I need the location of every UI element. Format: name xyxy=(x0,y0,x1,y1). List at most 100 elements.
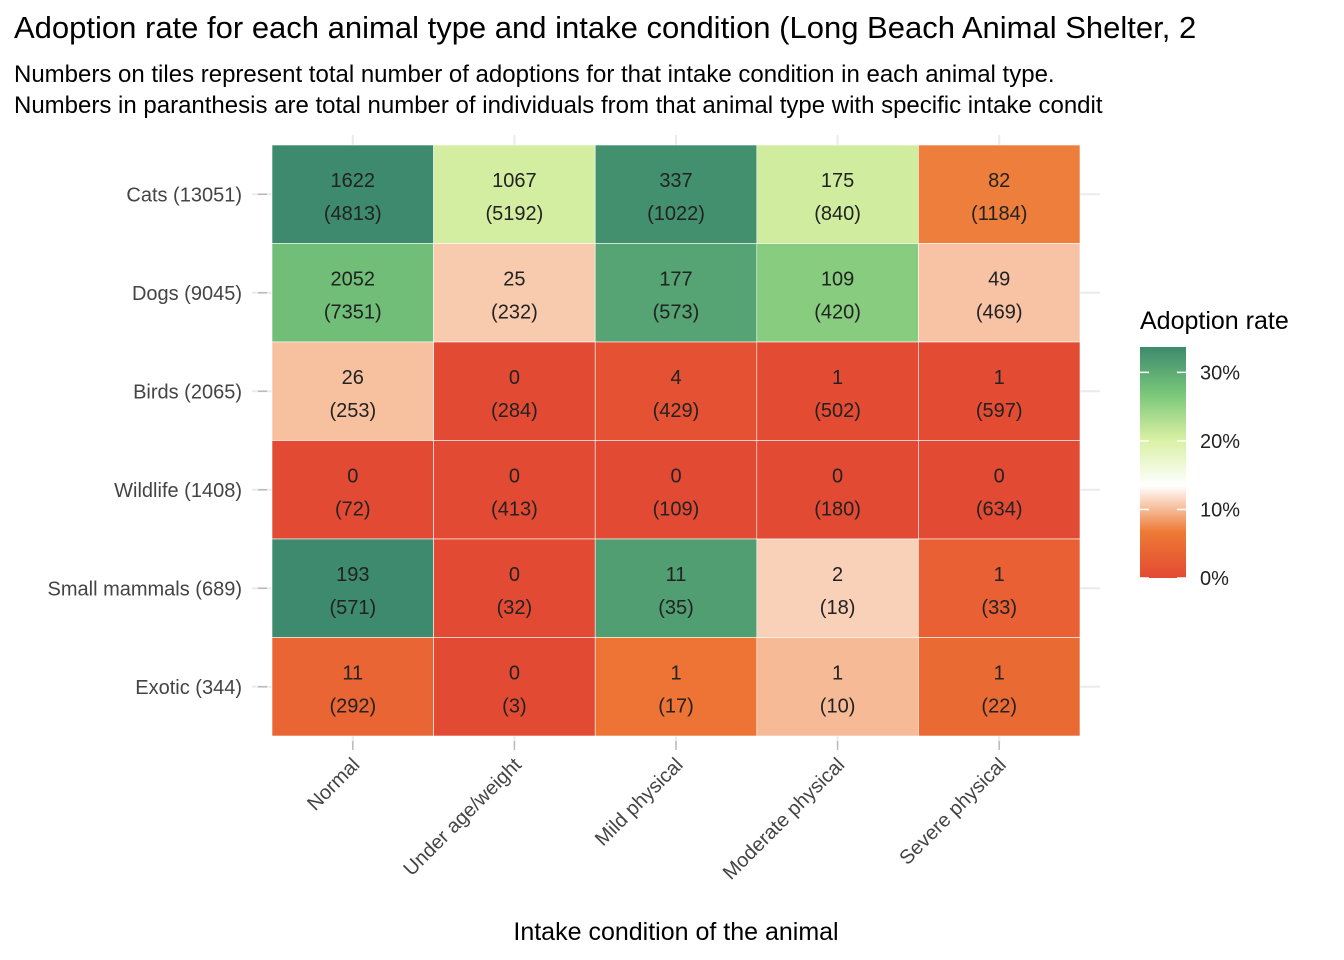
tile-total-count: (840) xyxy=(814,203,861,225)
heatmap-tile xyxy=(918,637,1081,737)
heatmap-tile xyxy=(594,243,758,343)
legend-title: Adoption rate xyxy=(1140,307,1289,335)
tile-adoption-count: 1 xyxy=(994,663,1005,685)
tile-adoption-count: 2052 xyxy=(331,269,376,291)
heatmap-tile xyxy=(271,440,434,540)
heatmap-tile xyxy=(918,538,1081,638)
heatmap-tile xyxy=(594,637,758,737)
heatmap-tile xyxy=(271,341,434,441)
tile-total-count: (571) xyxy=(329,597,376,619)
tile-adoption-count: 0 xyxy=(509,564,520,586)
y-tick-label: Cats (13051) xyxy=(126,184,242,206)
y-tick-label: Small mammals (689) xyxy=(48,578,242,600)
x-tick-label: Mild physical xyxy=(591,754,688,851)
tile-adoption-count: 11 xyxy=(342,663,363,685)
tile-adoption-count: 0 xyxy=(994,466,1005,488)
tile-total-count: (109) xyxy=(653,499,700,521)
chart-subtitle-line-1: Numbers on tiles represent total number … xyxy=(14,61,1055,88)
tile-total-count: (18) xyxy=(820,597,856,619)
tile-adoption-count: 0 xyxy=(347,466,358,488)
heatmap-tile xyxy=(756,637,919,737)
tile-total-count: (4813) xyxy=(324,203,382,225)
tile-adoption-count: 4 xyxy=(670,367,681,389)
tile-total-count: (33) xyxy=(981,597,1017,619)
tile-adoption-count: 0 xyxy=(832,466,843,488)
tile-total-count: (1184) xyxy=(971,203,1027,225)
heatmap-tile xyxy=(433,637,596,737)
tile-total-count: (292) xyxy=(329,696,376,718)
tile-total-count: (420) xyxy=(814,302,861,324)
tile-adoption-count: 1 xyxy=(670,663,681,685)
x-tick-label: Normal xyxy=(303,754,364,815)
heatmap-tile xyxy=(918,144,1081,244)
tile-total-count: (232) xyxy=(491,302,538,324)
tile-total-count: (17) xyxy=(658,696,694,718)
heatmap-tile xyxy=(756,144,919,244)
heatmap-tile xyxy=(756,243,919,343)
heatmap-tile xyxy=(271,538,434,638)
tile-adoption-count: 109 xyxy=(821,269,854,291)
heatmap-tile xyxy=(433,440,596,540)
tile-adoption-count: 1622 xyxy=(331,170,376,192)
y-axis-ticks: Cats (13051) Dogs (9045) Birds (2065) Wildl… xyxy=(48,184,267,699)
tile-adoption-count: 0 xyxy=(509,663,520,685)
tile-adoption-count: 26 xyxy=(342,367,364,389)
heatmap-tile xyxy=(594,440,758,540)
heatmap-tile xyxy=(918,243,1081,343)
legend-tick-label: 0% xyxy=(1200,568,1229,590)
tile-adoption-count: 177 xyxy=(659,269,692,291)
tile-total-count: (253) xyxy=(329,400,376,422)
tile-adoption-count: 1 xyxy=(994,367,1005,389)
tile-total-count: (5192) xyxy=(485,203,543,225)
tile-adoption-count: 1 xyxy=(994,564,1005,586)
tile-total-count: (597) xyxy=(976,400,1023,422)
tile-total-count: (180) xyxy=(814,499,861,521)
heatmap-tile xyxy=(756,538,919,638)
tile-total-count: (502) xyxy=(814,400,861,422)
tile-adoption-count: 0 xyxy=(670,466,681,488)
y-tick-label: Birds (2065) xyxy=(133,381,242,403)
tile-adoption-count: 0 xyxy=(509,466,520,488)
heatmap-tile xyxy=(433,341,596,441)
tile-adoption-count: 1 xyxy=(832,663,843,685)
tile-adoption-count: 49 xyxy=(988,269,1010,291)
tile-total-count: (32) xyxy=(497,597,533,619)
tile-total-count: (634) xyxy=(976,499,1023,521)
heatmap-tile xyxy=(433,243,596,343)
legend-colorbar xyxy=(1140,347,1186,578)
heatmap-tile xyxy=(918,440,1081,540)
chart-subtitle-line-2: Numbers in paranthesis are total number … xyxy=(14,92,1103,119)
y-tick-label: Dogs (9045) xyxy=(132,283,242,305)
heatmap-tile xyxy=(433,144,596,244)
heatmap-tile xyxy=(271,243,434,343)
tiles: 1622 (4813) 1067 (5192) 337 (1022) 175 (840) 82 (… xyxy=(271,144,1081,737)
heatmap-tile xyxy=(271,144,434,244)
tile-total-count: (72) xyxy=(335,499,371,521)
y-tick-label: Exotic (344) xyxy=(135,677,242,699)
heatmap-tile xyxy=(433,538,596,638)
heatmap-tile xyxy=(594,538,758,638)
heatmap-tile xyxy=(756,341,919,441)
tile-total-count: (413) xyxy=(491,499,538,521)
tile-adoption-count: 82 xyxy=(988,170,1010,192)
tile-total-count: (284) xyxy=(491,400,538,422)
tile-adoption-count: 25 xyxy=(503,269,525,291)
tile-adoption-count: 11 xyxy=(666,564,687,586)
tile-total-count: (7351) xyxy=(324,302,382,324)
tile-total-count: (22) xyxy=(981,696,1017,718)
heatmap-tile xyxy=(756,440,919,540)
tile-total-count: (35) xyxy=(658,597,694,619)
legend-tick-label: 10% xyxy=(1200,499,1240,521)
tile-adoption-count: 193 xyxy=(336,564,369,586)
tile-adoption-count: 337 xyxy=(659,170,692,192)
legend: Adoption rate 0% 10% 20% 30% xyxy=(1140,307,1289,590)
x-axis-title: Intake condition of the animal xyxy=(513,918,838,946)
tile-total-count: (3) xyxy=(502,696,526,718)
tile-total-count: (429) xyxy=(653,400,700,422)
legend-tick-label: 20% xyxy=(1200,431,1240,453)
heatmap-tile xyxy=(918,341,1081,441)
tile-adoption-count: 175 xyxy=(821,170,854,192)
tile-adoption-count: 1 xyxy=(832,367,843,389)
x-tick-label: Under age/weight xyxy=(400,754,527,881)
